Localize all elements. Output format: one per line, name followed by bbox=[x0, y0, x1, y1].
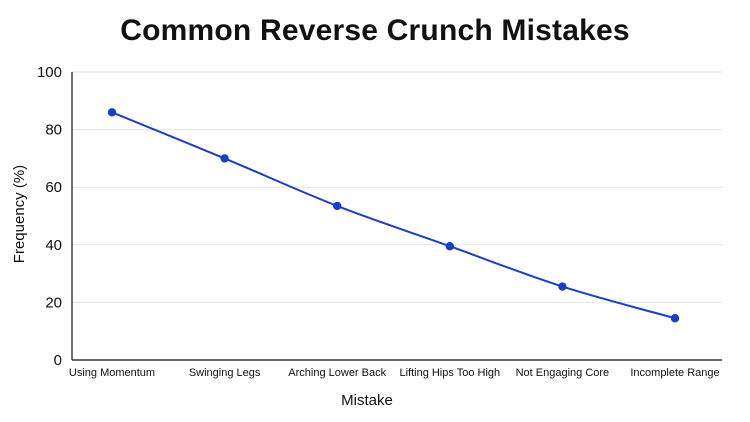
x-tick-label: Incomplete Range bbox=[630, 367, 719, 379]
axes bbox=[71, 72, 722, 361]
y-tick-label: 100 bbox=[37, 64, 62, 81]
data-point bbox=[107, 108, 117, 117]
data-point bbox=[445, 242, 454, 251]
y-tick-label: 60 bbox=[45, 179, 62, 196]
y-tick-label: 20 bbox=[45, 294, 62, 311]
series-line bbox=[111, 111, 676, 320]
y-tick-label: 0 bbox=[54, 352, 62, 369]
data-point bbox=[333, 201, 342, 211]
x-tick-label: Lifting Hips Too High bbox=[399, 367, 500, 379]
x-tick-label: Swinging Legs bbox=[189, 367, 261, 379]
data-point bbox=[220, 154, 229, 163]
chart-title: Common Reverse Crunch Mistakes bbox=[120, 14, 630, 47]
y-axis-label: Frequency (%) bbox=[11, 165, 28, 263]
y-tick-labels: 0 20 40 60 80 100 bbox=[37, 64, 62, 369]
y-tick-label: 80 bbox=[45, 122, 62, 139]
series-group bbox=[107, 108, 680, 323]
data-point bbox=[670, 314, 680, 323]
x-tick-label: Arching Lower Back bbox=[288, 367, 386, 379]
gridlines bbox=[72, 71, 722, 303]
data-point bbox=[558, 282, 567, 291]
x-tick-labels: Using Momentum Swinging Legs Arching Lower… bbox=[69, 367, 720, 379]
x-axis-label: Mistake bbox=[341, 392, 393, 409]
x-tick-label: Using Momentum bbox=[69, 367, 155, 379]
y-tick-label: 40 bbox=[45, 237, 62, 254]
x-tick-label: Not Engaging Core bbox=[516, 367, 610, 379]
